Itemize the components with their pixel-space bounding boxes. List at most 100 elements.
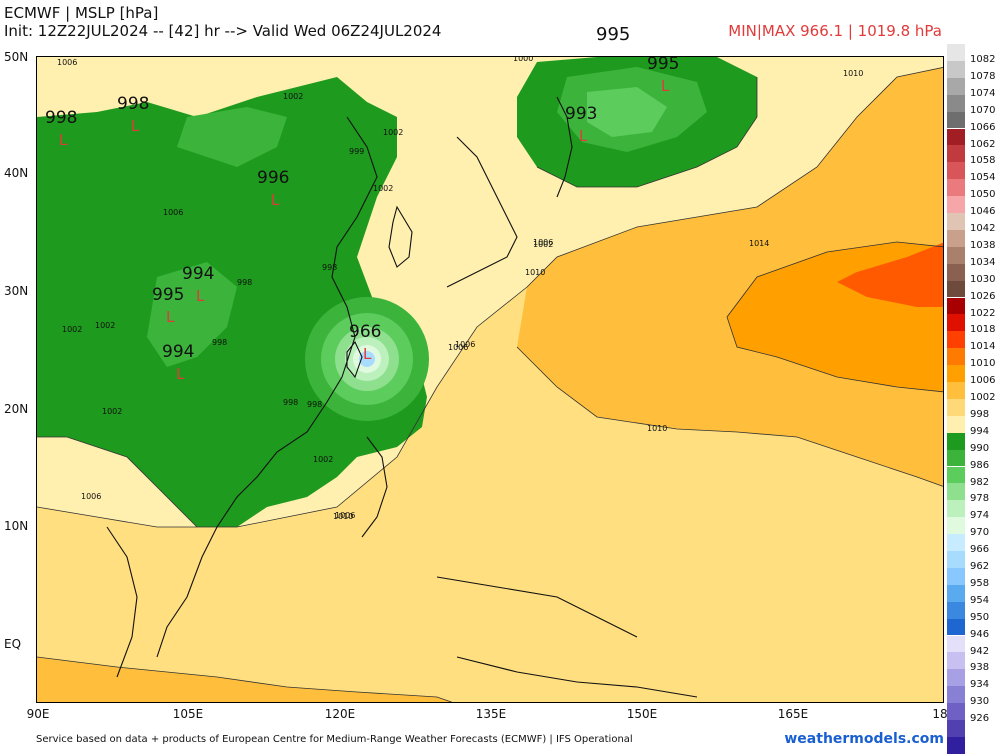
contour-label: 998	[283, 398, 298, 407]
coastlines	[106, 96, 698, 698]
colorbar-level-label: 982	[970, 476, 990, 488]
contour-label: 1010	[333, 512, 353, 521]
pressure-center-value: 995	[152, 285, 184, 305]
colorbar-level-label: 938	[970, 662, 990, 674]
colorbar-swatch	[947, 500, 965, 518]
colorbar-swatch	[947, 128, 965, 146]
colorbar-level-label: 986	[970, 459, 990, 471]
colorbar-level-label: 1070	[970, 104, 996, 116]
colorbar-level-label: 946	[970, 628, 990, 640]
low-marker: L	[176, 365, 185, 383]
contour-label: 1010	[647, 424, 667, 433]
colorbar-swatch	[947, 720, 965, 737]
map-canvas: 998 L 998 L 996 L 994 L 995 L 994 L 966 L 993 L 995 L 100…	[37, 57, 943, 702]
contour-label: 1006	[448, 343, 468, 352]
contour-label: 1002	[383, 128, 403, 137]
colorbar-swatch	[947, 145, 965, 163]
contour-label: 998	[212, 338, 227, 347]
low-marker: L	[363, 345, 372, 363]
colorbar-swatch	[947, 314, 965, 332]
contour-label: 1002	[95, 321, 115, 330]
colorbar-swatch	[947, 77, 965, 95]
pressure-center-value: 998	[117, 94, 149, 114]
colorbar-level-label: 994	[970, 425, 990, 437]
contour-label: 998	[307, 400, 322, 409]
colorbar-swatch	[947, 297, 965, 315]
field-994-south	[147, 262, 237, 367]
colorbar-level-label: 962	[970, 561, 990, 572]
lat-label-20n: 20N	[4, 402, 29, 416]
colorbar-swatch	[947, 246, 965, 264]
contour-label: 1006	[455, 340, 475, 349]
lon-label-90e: 90E	[26, 707, 50, 721]
colorbar-level-label: 1082	[970, 54, 996, 65]
colorbar-swatch	[947, 432, 965, 450]
lat-label-eq: EQ	[4, 637, 22, 651]
colorbar-swatch	[947, 331, 965, 349]
colorbar-level-label: 1062	[970, 138, 996, 150]
lon-label-120e: 120E	[324, 707, 356, 721]
colorbar-level-label: 1006	[970, 375, 996, 387]
colorbar-swatch	[947, 686, 965, 704]
colorbar-swatch	[947, 398, 965, 416]
pressure-center-value: 993	[565, 104, 597, 124]
colorbar-level-label: 958	[970, 577, 990, 589]
colorbar-level-label: 1038	[970, 239, 996, 251]
colorbar-level-label: 1058	[970, 155, 996, 167]
contour-label: 1002	[102, 407, 122, 416]
contour-label: 1002	[373, 184, 393, 193]
low-marker: L	[59, 131, 68, 149]
colorbar-level-label: 1078	[970, 70, 996, 82]
map-title: ECMWF | MSLP [hPa]	[4, 4, 159, 22]
brand-link[interactable]: weathermodels.com	[784, 731, 944, 747]
contour-label: 1002	[313, 455, 333, 464]
colorbar-level-label: 1066	[970, 121, 996, 133]
colorbar-swatch	[947, 365, 965, 382]
colorbar-level-label: 1034	[970, 256, 996, 268]
colorbar-swatch	[947, 567, 965, 585]
colorbar-swatch	[947, 534, 965, 551]
colorbar-level-label: 974	[970, 510, 990, 522]
contour-label: 1006	[163, 208, 183, 217]
typhoon-core	[359, 351, 375, 367]
field-1022	[837, 242, 943, 307]
field-1014-outer	[517, 67, 943, 487]
low-marker: L	[661, 77, 670, 95]
field-1010-south	[37, 657, 452, 702]
colorbar-swatch	[947, 601, 965, 619]
colorbar-swatch	[947, 213, 965, 230]
pressure-centers-layer: 998 L 998 L 996 L 994 L 995 L 994 L 966 L 993 L 995 L	[45, 57, 679, 383]
colorbar-swatch	[947, 415, 965, 433]
colorbar-level-label: 1010	[970, 358, 996, 370]
contour-label: 1002	[62, 325, 82, 334]
colorbar-swatch	[947, 179, 965, 197]
contour-label: 1002	[283, 92, 303, 101]
pressure-center-value: 995	[647, 57, 679, 74]
colorbar-swatch	[947, 111, 965, 129]
colorbar-swatch	[947, 449, 965, 467]
contour-label: 1010	[843, 69, 863, 78]
lat-label-40n: 40N	[4, 166, 29, 180]
mslp-map[interactable]: 998 L 998 L 996 L 994 L 995 L 994 L 966 L 993 L 995 L 100…	[36, 56, 944, 703]
init-valid-line: Init: 12Z22JUL2024 -- [42] hr --> Valid …	[4, 22, 442, 40]
isobar-lines	[37, 67, 943, 702]
colorbar-level-label: 1042	[970, 223, 996, 234]
attribution-footer: Service based on data + products of Euro…	[36, 734, 633, 745]
colorbar-swatch	[947, 466, 965, 484]
lon-label-180: 18	[932, 707, 948, 721]
colorbar-swatch	[947, 162, 965, 180]
colorbar-level-label: 1046	[970, 206, 996, 218]
colorbar-level-label: 1050	[970, 189, 996, 201]
colorbar-level-label: 950	[970, 611, 990, 623]
contour-label: 1006	[533, 238, 553, 247]
colorbar-level-label: 1002	[970, 392, 996, 403]
colorbar-level-label: 978	[970, 493, 990, 505]
pressure-center-value: 996	[257, 168, 289, 188]
colorbar-swatch	[947, 618, 965, 636]
contour-label: 1006	[57, 58, 77, 67]
low-marker: L	[166, 308, 175, 326]
colorbar-swatch	[947, 703, 965, 720]
pressure-center-value: 998	[45, 108, 77, 128]
colorbar-level-label: 1030	[970, 273, 996, 285]
low-marker: L	[271, 191, 280, 209]
